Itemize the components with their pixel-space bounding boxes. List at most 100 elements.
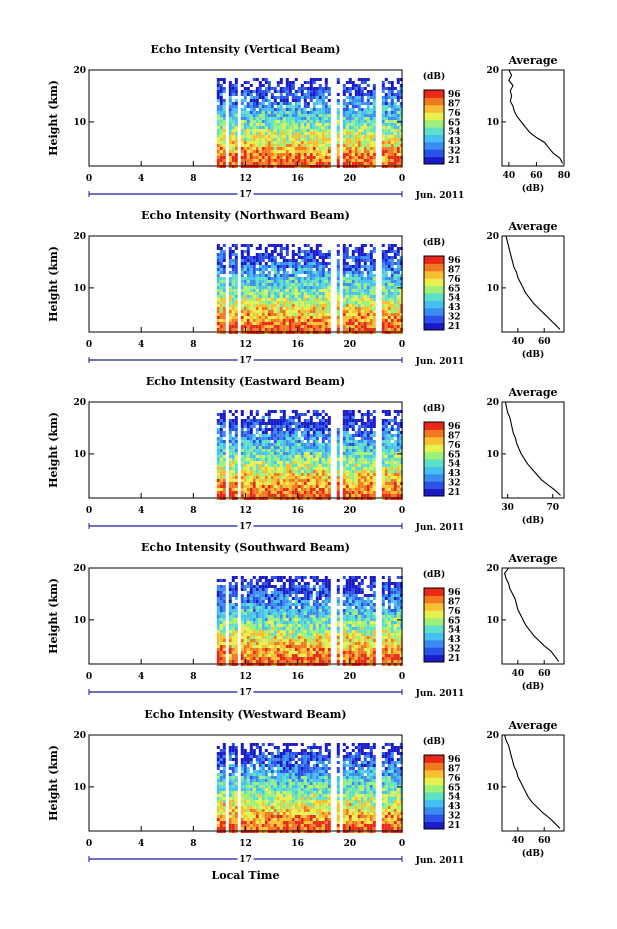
heatmap-cell [390,141,394,144]
heatmap-cell [249,129,253,132]
heatmap-cell [396,78,400,81]
heatmap-cell [306,428,310,431]
x-tick-label: 4 [138,506,144,516]
heatmap-cell [285,313,289,316]
heatmap-cell [285,461,289,464]
heatmap-cell [381,81,385,84]
heatmap-cell [255,422,259,425]
heatmap-cell [342,422,346,425]
heatmap-cell [267,105,271,108]
heatmap-cell [249,135,253,138]
heatmap-cell [309,141,313,144]
heatmap-cell [321,298,325,301]
heatmap-cell [396,319,400,322]
heatmap-cell [240,458,244,461]
heatmap-cell [261,123,265,126]
heatmap-cell [240,594,244,597]
heatmap-cell [372,485,376,488]
heatmap-cell [348,126,352,129]
heatmap-cell [231,159,235,162]
heatmap-cell [285,301,289,304]
heatmap-cell [387,437,391,440]
heatmap-cell [234,295,238,298]
heatmap-cell [228,476,232,479]
heatmap-cell [252,624,256,627]
heatmap-cell [222,295,226,298]
heatmap-cell [252,120,256,123]
heatmap-cell [315,461,319,464]
heatmap-cell [246,126,250,129]
heatmap-cell [276,434,280,437]
heatmap-cell [279,274,283,277]
heatmap-cell [219,253,223,256]
heatmap-cell [399,265,403,268]
heatmap-cell [276,325,280,328]
heatmap-cell [324,485,328,488]
heatmap-cell [327,156,331,159]
heatmap-cell [234,126,238,129]
heatmap-cell [393,120,397,123]
heatmap-cell [240,431,244,434]
colorbar-tick-label: 87 [448,431,461,441]
heatmap-cell [399,298,403,301]
heatmap-cell [363,422,367,425]
heatmap-cell [381,431,385,434]
heatmap-cell [219,159,223,162]
heatmap-cell [396,325,400,328]
heatmap-cell [357,159,361,162]
heatmap-cell [222,256,226,259]
heatmap-cell [390,295,394,298]
heatmap-cell [279,153,283,156]
heatmap-cell [282,467,286,470]
heatmap-cell [384,307,388,310]
heatmap-cell [246,606,250,609]
heatmap-cell [315,120,319,123]
heatmap-cell [390,428,394,431]
heatmap-cell [249,244,253,247]
heatmap-cell [228,283,232,286]
heatmap-cell [387,491,391,494]
heatmap-cell [387,126,391,129]
colorbar [424,90,444,165]
heatmap-cell [315,87,319,90]
heatmap-cell [282,301,286,304]
heatmap-cell [264,413,268,416]
x-tick-label: 8 [190,340,196,350]
heatmap-cell [312,458,316,461]
heatmap-cell [276,132,280,135]
heatmap-cell [363,295,367,298]
heatmap-cell [321,325,325,328]
heatmap-cell [360,247,364,250]
heatmap-cell [321,422,325,425]
heatmap-cell [228,304,232,307]
heatmap-cell [309,422,313,425]
heatmap-cell [387,307,391,310]
heatmap-cell [240,476,244,479]
heatmap-cell [387,280,391,283]
heatmap-cell [360,464,364,467]
heatmap-cell [255,443,259,446]
heatmap-cell [291,99,295,102]
heatmap-cell [315,440,319,443]
heatmap-cell [276,105,280,108]
heatmap-cell [252,144,256,147]
heatmap-cell [318,162,322,165]
heatmap-cell [258,289,262,292]
heatmap-cell [321,253,325,256]
heatmap-cell [243,286,247,289]
heatmap-cell [315,446,319,449]
heatmap-cell [354,325,358,328]
heatmap-cell [369,111,373,114]
heatmap-cell [384,126,388,129]
heatmap-cell [315,111,319,114]
heatmap-cell [252,576,256,579]
heatmap-cell [231,268,235,271]
heatmap-cell [276,464,280,467]
heatmap-cell [258,93,262,96]
heatmap-cell [252,147,256,150]
colorbar-swatch [424,256,444,264]
heatmap-cell [219,440,223,443]
heatmap-cell [387,144,391,147]
heatmap-cell [360,295,364,298]
heatmap-cell [258,280,262,283]
